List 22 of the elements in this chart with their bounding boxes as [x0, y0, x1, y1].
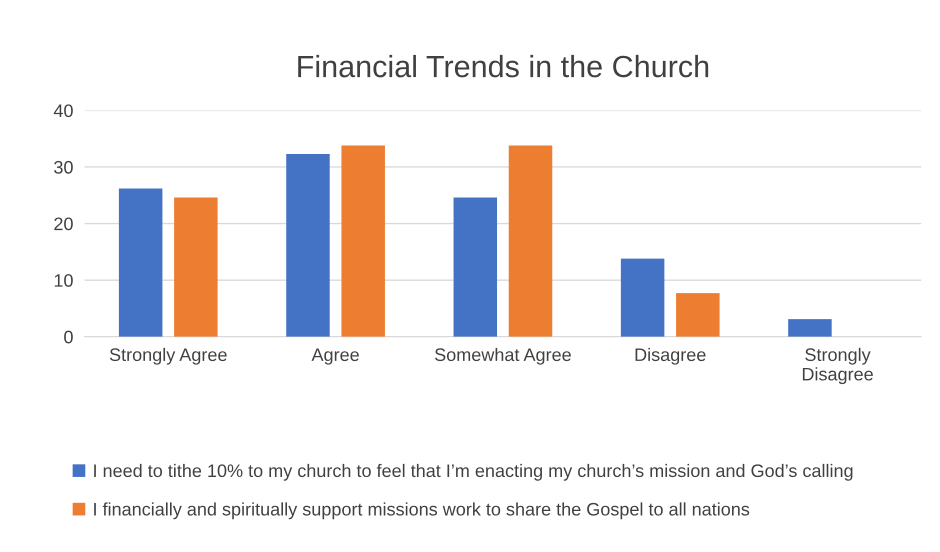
bar — [620, 258, 664, 337]
chart-title: Financial Trends in the Church — [298, 54, 708, 78]
y-tick-label: 30 — [54, 160, 73, 174]
x-tick-label: Disagree — [636, 348, 706, 365]
legend-label: I need to tithe 10% to my church to feel that I’m enacting my church’s mission and God’s calling — [94, 464, 852, 481]
x-tick-label: Somewhat Agree — [434, 348, 571, 365]
x-tick-label: Strongly Agree — [110, 348, 227, 365]
bar — [454, 198, 498, 337]
y-tick-label: 40 — [54, 104, 73, 118]
bar — [118, 188, 162, 337]
x-tick-label: Strongly Disagree — [802, 348, 873, 384]
legend-label: I financially and spiritually support missions work to share the Gospel to all nations — [94, 502, 750, 520]
y-tick-label: 0 — [64, 330, 73, 344]
bar — [286, 154, 330, 337]
bar — [508, 145, 552, 337]
bar — [788, 319, 832, 337]
bar — [676, 293, 720, 337]
bar — [174, 198, 218, 337]
bar — [341, 145, 385, 337]
x-tick-label: Agree — [312, 348, 359, 365]
y-tick-label: 10 — [54, 274, 73, 287]
y-tick-label: 20 — [54, 217, 73, 230]
